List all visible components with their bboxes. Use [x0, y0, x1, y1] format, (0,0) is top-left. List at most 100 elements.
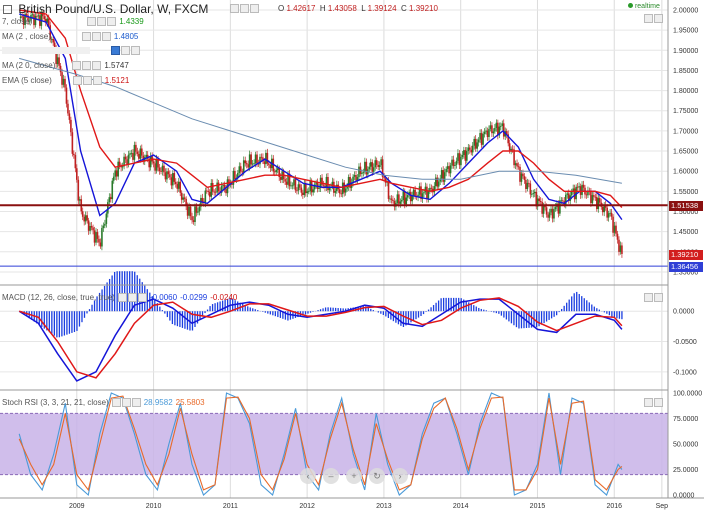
candle-body — [539, 201, 542, 203]
indicator-row-hidden[interactable] — [2, 46, 140, 55]
candle-body — [566, 193, 569, 195]
scroll-right-button[interactable]: › — [392, 468, 408, 484]
candle-body — [593, 195, 595, 197]
scroll-left-button[interactable]: ‹ — [300, 468, 316, 484]
candle-body — [429, 187, 431, 192]
hide-icon[interactable] — [97, 17, 107, 26]
candle-body — [149, 156, 152, 168]
y-tick-label: 1.80000 — [673, 88, 698, 95]
candle-body — [591, 195, 594, 204]
candle-body — [492, 131, 495, 134]
candle-body — [381, 159, 384, 177]
candle-body — [557, 203, 560, 214]
close-icon[interactable] — [131, 46, 140, 55]
candle-body — [83, 216, 85, 222]
settings-icon[interactable] — [72, 61, 82, 70]
hide-icon[interactable] — [82, 76, 92, 85]
candle-body — [355, 175, 357, 181]
candle-body — [384, 178, 387, 183]
candle-body — [254, 154, 257, 164]
candle-body — [375, 160, 378, 165]
zoom-out-button[interactable]: – — [323, 468, 339, 484]
candle-body — [436, 177, 439, 187]
candle-body — [194, 206, 196, 222]
candle-body — [210, 183, 213, 197]
candle-body — [609, 212, 611, 214]
x-tick-label: 2011 — [223, 503, 238, 510]
candle-body — [477, 139, 480, 143]
candle-body — [517, 166, 520, 168]
macd-y-tick-label: 0.0000 — [673, 309, 695, 316]
close-icon[interactable] — [92, 76, 102, 85]
macd-line — [18, 298, 623, 382]
panel-close-icon[interactable] — [654, 293, 663, 302]
settings-icon[interactable] — [72, 76, 82, 85]
settings-icon[interactable] — [117, 293, 127, 302]
reset-button[interactable]: ↻ — [369, 468, 385, 484]
candle-body — [387, 181, 390, 199]
candle-body — [468, 147, 471, 150]
stoch-y-tick-label: 75.0000 — [673, 416, 698, 423]
y-tick-label: 1.60000 — [673, 169, 698, 176]
candle-body — [155, 158, 158, 171]
macd-header[interactable]: MACD (12, 26, close, true, true) -0.0060… — [2, 293, 237, 302]
close-icon[interactable] — [101, 32, 111, 41]
indicator-row-2[interactable]: MA (2 , close) 1.4805 — [2, 32, 138, 41]
support-price-box: 1.36456 — [669, 262, 703, 272]
candle-body — [514, 163, 517, 166]
panel-settings-icon[interactable] — [644, 14, 653, 23]
candle-body — [497, 122, 499, 136]
candle-body — [426, 186, 428, 199]
zoom-in-button[interactable]: + — [346, 468, 362, 484]
visibility-icon[interactable] — [111, 46, 120, 55]
hide-icon[interactable] — [91, 32, 101, 41]
hide-icon[interactable] — [121, 398, 131, 407]
candle-body — [287, 173, 289, 185]
hide-icon[interactable] — [82, 61, 92, 70]
indicator-2-label: MA (2 , close) — [2, 32, 51, 41]
close-icon[interactable] — [131, 398, 141, 407]
settings-icon[interactable] — [81, 32, 91, 41]
settings-icon[interactable] — [111, 398, 121, 407]
close-icon[interactable] — [92, 61, 102, 70]
candle-body — [486, 130, 489, 137]
panel-close-icon[interactable] — [654, 14, 663, 23]
candle-body — [368, 166, 371, 170]
candle-body — [96, 232, 99, 239]
candle-body — [53, 42, 56, 48]
candle-body — [27, 15, 29, 22]
hide-icon[interactable] — [127, 293, 137, 302]
candle-body — [502, 123, 505, 137]
candle-body — [265, 152, 267, 165]
candle-body — [164, 172, 167, 180]
indicator-row-4[interactable]: EMA (5 close) 1.5121 — [2, 76, 129, 85]
indicator-row-1[interactable]: 7, close) 1.4339 — [2, 17, 144, 26]
settings-icon[interactable] — [87, 17, 97, 26]
candle-body — [513, 149, 515, 166]
stoch-header[interactable]: Stoch RSI (3, 3, 21, 21, close) 28.9582 … — [2, 398, 205, 407]
hide-icon[interactable] — [121, 46, 130, 55]
panel-close-icon[interactable] — [654, 398, 663, 407]
candle-body — [585, 194, 588, 196]
candle-body — [163, 165, 165, 173]
settings-icon[interactable] — [230, 4, 239, 13]
close-icon[interactable] — [107, 17, 117, 26]
candle-body — [508, 143, 511, 151]
close-icon[interactable] — [250, 4, 259, 13]
candle-body — [365, 161, 368, 175]
candle-body — [130, 153, 133, 154]
indicator-row-3[interactable]: MA (2 0, close) 1.5747 — [2, 61, 129, 70]
ma-slow-line — [19, 57, 622, 184]
candle-body — [104, 223, 106, 226]
candle-body — [522, 173, 524, 177]
candle-body — [613, 225, 616, 233]
panel-settings-icon[interactable] — [644, 293, 653, 302]
candle-body — [446, 166, 449, 169]
candle-body — [383, 176, 385, 179]
collapse-icon[interactable] — [3, 5, 12, 15]
hide-icon[interactable] — [240, 4, 249, 13]
candle-body — [136, 151, 139, 154]
candle-body — [195, 206, 198, 213]
close-icon[interactable] — [137, 293, 147, 302]
panel-settings-icon[interactable] — [644, 398, 653, 407]
